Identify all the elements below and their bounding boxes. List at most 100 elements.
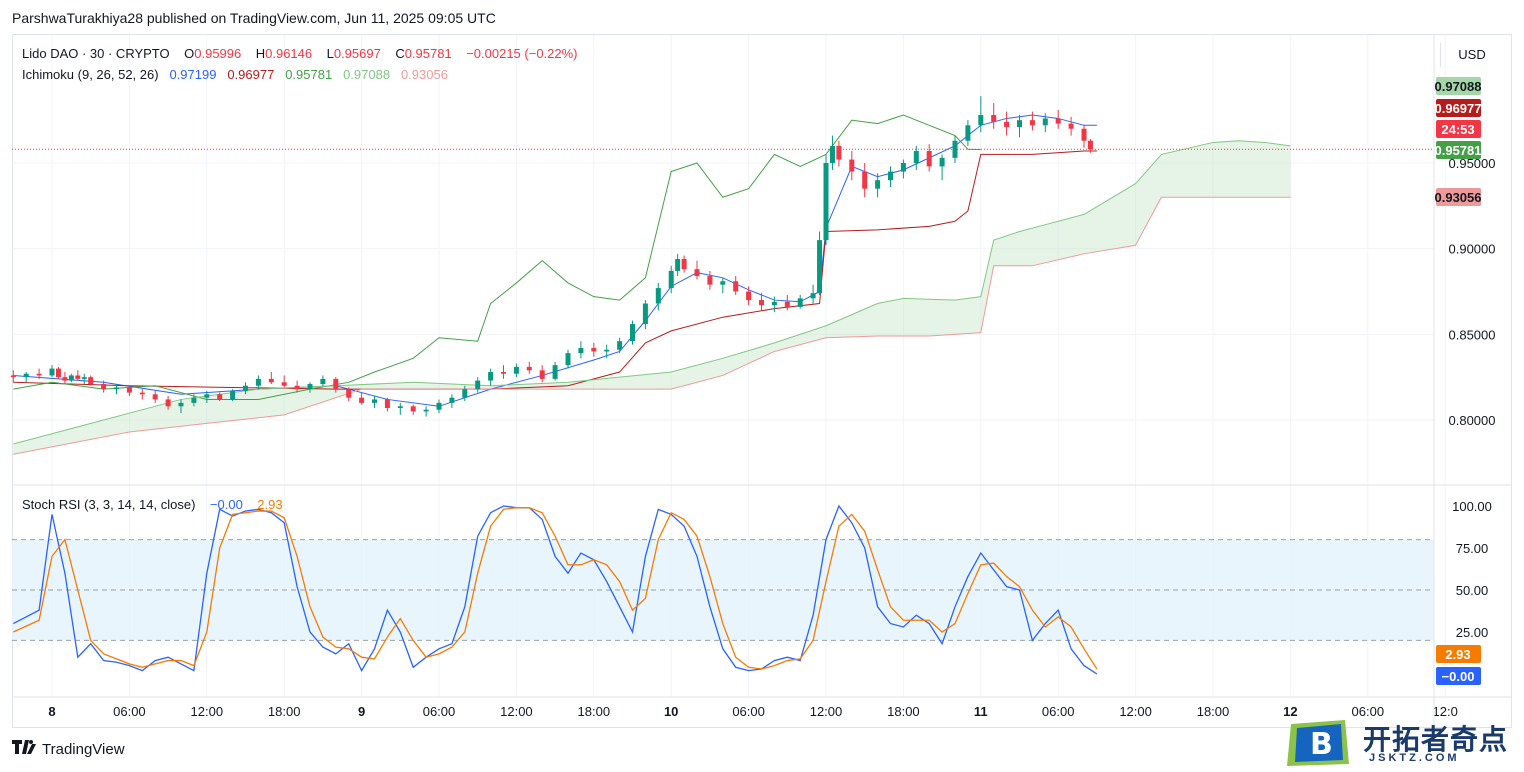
candle-body	[681, 258, 687, 270]
candle-body	[1068, 123, 1074, 129]
ichimoku-spanB-value: 0.93056	[400, 67, 448, 82]
axes: 0.95000 0.90000 0.85000 0.80000 8 06:00 12:00 1…	[12, 34, 1512, 728]
candle-body	[501, 372, 506, 374]
close-label: C	[395, 46, 405, 61]
candle	[178, 399, 184, 414]
candle	[1068, 116, 1074, 136]
symbol-title[interactable]: Lido DAO · 30 · CRYPTO	[22, 46, 170, 61]
candle-body	[939, 157, 945, 167]
candle	[1029, 111, 1035, 131]
candle-body	[359, 397, 365, 403]
time-tick-label: 06:00	[732, 704, 765, 719]
candle-body	[475, 380, 481, 390]
tradingview-footer[interactable]: TradingView	[12, 740, 125, 759]
candle	[526, 361, 532, 374]
candle	[268, 372, 274, 385]
candle	[675, 253, 681, 277]
ichimoku-chikou-line	[13, 114, 981, 400]
candle-body	[1055, 118, 1061, 124]
candle	[1087, 139, 1093, 153]
close-value: 0.95781	[404, 46, 452, 61]
candle-body	[675, 258, 681, 271]
time-tick-label: 9	[358, 704, 365, 719]
candle-body	[810, 293, 816, 299]
candle	[694, 260, 700, 280]
time-tick-label: 06:00	[1042, 704, 1075, 719]
ichimoku-spanA-line	[13, 140, 1291, 445]
candle	[488, 368, 494, 386]
candle	[965, 120, 971, 146]
candle-body	[604, 349, 610, 352]
candle-body	[1004, 121, 1010, 128]
candle-body	[862, 171, 868, 189]
candle	[126, 385, 132, 397]
candle	[952, 135, 958, 163]
time-tick-label: 12:00	[191, 704, 224, 719]
candle-body	[591, 348, 597, 352]
price-badge: 0.97088	[1435, 77, 1482, 95]
currency-button[interactable]: USD	[1440, 43, 1503, 67]
price-badge-bg	[1436, 141, 1481, 159]
price-tick-label: 0.95000	[1449, 156, 1496, 171]
candle	[36, 368, 42, 379]
open-label: O	[184, 46, 195, 61]
low-label: L	[326, 46, 334, 61]
candle	[655, 282, 661, 311]
candle-body	[126, 387, 132, 393]
candle	[797, 294, 803, 309]
candle	[784, 294, 790, 311]
stoch-band	[12, 539, 1434, 641]
candle	[333, 377, 339, 393]
candle-body	[978, 115, 984, 126]
candle-body	[423, 409, 429, 412]
ichimoku-chikou-value: 0.95781	[285, 67, 333, 82]
candle	[1055, 109, 1061, 129]
time-tick-label: 06:00	[113, 704, 146, 719]
time-tick-label: 12:0	[1433, 704, 1458, 719]
candle	[829, 135, 835, 170]
stoch-D-line	[13, 507, 1098, 670]
candle	[307, 382, 313, 393]
candle	[707, 270, 713, 290]
candle	[823, 154, 829, 246]
candle-body	[746, 291, 752, 301]
stoch-tick-label: 50.00	[1456, 583, 1489, 598]
candle-body	[243, 385, 248, 391]
price-badge-bg	[1436, 120, 1481, 138]
time-tick-label: 18:00	[1197, 704, 1230, 719]
ichimoku-label[interactable]: Ichimoku (9, 26, 52, 26)	[22, 67, 159, 82]
stoch-K-line	[12, 504, 1098, 675]
time-tick-label: 12	[1283, 704, 1297, 719]
candle	[75, 370, 81, 381]
candle-body	[617, 341, 623, 350]
candle	[817, 231, 823, 295]
stoch-badge: −0.00	[1436, 667, 1481, 685]
ichimoku-cloud	[13, 140, 1291, 455]
candle-body	[823, 163, 829, 241]
candle	[888, 166, 893, 187]
candle	[862, 163, 868, 198]
chart-frame[interactable]	[12, 34, 1512, 728]
candle-body	[900, 163, 906, 172]
candle	[539, 365, 545, 383]
candle	[513, 363, 519, 378]
stoch-label[interactable]: Stoch RSI (3, 3, 14, 14, close)	[22, 497, 196, 512]
price-badge-bg	[1436, 77, 1481, 95]
stoch-rsi-lines	[12, 504, 1098, 675]
candle	[913, 145, 919, 170]
candle-body	[733, 281, 739, 292]
candle	[165, 396, 171, 410]
candle	[139, 389, 145, 400]
svg-text:B: B	[1310, 727, 1333, 762]
candle-body	[836, 145, 842, 160]
candle-body	[165, 399, 171, 407]
candle-body	[114, 387, 119, 390]
time-tick-label: 18:00	[887, 704, 920, 719]
candle-body	[152, 394, 158, 400]
stoch-d-value: 2.93	[257, 497, 283, 512]
candle	[346, 387, 352, 402]
candle-body	[101, 384, 107, 390]
stoch-k-value: −0.00	[209, 497, 243, 512]
candle	[281, 375, 287, 388]
